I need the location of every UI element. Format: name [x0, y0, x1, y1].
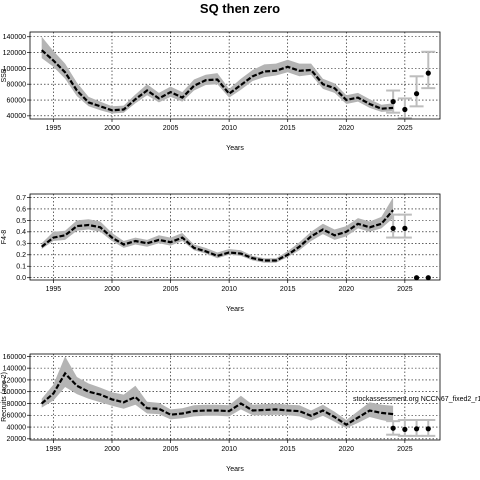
y-tick-label: 0.4	[16, 229, 26, 236]
y-tick-label: 140000	[3, 34, 26, 41]
projection-point	[413, 275, 420, 281]
y-tick-label: 80000	[7, 82, 27, 89]
x-tick-label: 2015	[280, 125, 296, 132]
confidence-band	[41, 197, 394, 263]
x-tick-label: 2015	[280, 286, 296, 293]
y-tick-label: 80000	[7, 401, 27, 408]
y-tick-label: 60000	[7, 413, 27, 420]
x-tick-label: 2020	[338, 125, 354, 132]
y-tick-label: 160000	[3, 354, 26, 361]
chart-title: SQ then zero	[199, 1, 281, 16]
y-tick-label: 140000	[3, 366, 26, 373]
y-tick-label: 20000	[7, 436, 27, 443]
y-tick-label: 120000	[3, 377, 26, 384]
x-tick-label: 2000	[104, 125, 120, 132]
x-axis-label: Years	[226, 466, 244, 473]
y-tick-label: 40000	[7, 113, 27, 120]
x-axis-label: Years	[226, 145, 244, 152]
x-tick-label: 2000	[104, 446, 120, 453]
y-tick-label: 100000	[3, 66, 26, 73]
x-tick-label: 2010	[221, 125, 237, 132]
y-tick-label: 40000	[7, 424, 27, 431]
panel-3: 1995 2000 2005 2010 2015 2020 2025 20000 40000 60…	[1, 353, 480, 473]
estimate-line	[40, 371, 394, 427]
projection-point	[402, 426, 408, 432]
confidence-band	[41, 356, 394, 429]
projection-point	[425, 275, 431, 281]
x-tick-label: 2020	[338, 286, 354, 293]
plot-frame	[29, 353, 441, 441]
projection-point	[425, 426, 431, 432]
y-tick-label: 0.7	[16, 195, 26, 202]
x-axis-label: Years	[226, 306, 244, 313]
panel-2: 1995 2000 2005 2010 2015 2020 2025 0.0 0.1 0.2 0.3…	[1, 193, 441, 313]
projection-point	[413, 426, 420, 432]
projection-point	[390, 99, 396, 105]
y-tick-label: 120000	[3, 50, 26, 57]
y-tick-label: 0.6	[16, 206, 26, 213]
x-tick-label: 2025	[397, 286, 413, 293]
y-tick-label: 0.1	[16, 264, 26, 271]
y-tick-label: 0.0	[16, 275, 26, 282]
projection-point	[425, 70, 431, 76]
x-tick-label: 2010	[221, 286, 237, 293]
projection-point	[402, 106, 408, 113]
x-tick-label: 1995	[46, 125, 62, 132]
x-tick-label: 2005	[163, 125, 179, 132]
panel-1: 1995 2000 2005 2010 2015 2020 2025 40000 60000 80…	[1, 31, 441, 152]
projection-point	[402, 225, 408, 231]
x-tick-label: 2025	[397, 125, 413, 132]
y-tick-label: 0.5	[16, 218, 26, 225]
x-tick-label: 2005	[163, 446, 179, 453]
y-axis-label: F4-8	[1, 230, 8, 245]
x-tick-label: 1995	[46, 446, 62, 453]
y-tick-label: 0.2	[16, 252, 26, 259]
x-tick-label: 2025	[397, 446, 413, 453]
x-tick-label: 2010	[221, 446, 237, 453]
plot-frame	[29, 193, 441, 281]
y-axis-label: SSB	[1, 68, 8, 82]
chart-annotation: stockassessment.org NCCN67_fixed2_r19023…	[353, 396, 480, 403]
x-tick-label: 2000	[104, 286, 120, 293]
y-tick-label: 0.3	[16, 241, 26, 248]
estimate-line	[41, 209, 394, 262]
y-tick-label: 60000	[7, 97, 27, 104]
x-tick-label: 2020	[338, 446, 354, 453]
projection-point	[413, 91, 420, 97]
y-tick-label: 100000	[3, 389, 26, 396]
x-tick-label: 2005	[163, 286, 179, 293]
plot-frame	[29, 31, 441, 120]
estimate-line	[40, 49, 394, 112]
y-axis-label: Recruits (age 2)	[1, 372, 8, 422]
projection-point	[390, 225, 396, 231]
projection-point	[390, 425, 396, 431]
confidence-band	[41, 36, 394, 114]
x-tick-label: 2015	[280, 446, 296, 453]
x-tick-label: 1995	[46, 286, 62, 293]
